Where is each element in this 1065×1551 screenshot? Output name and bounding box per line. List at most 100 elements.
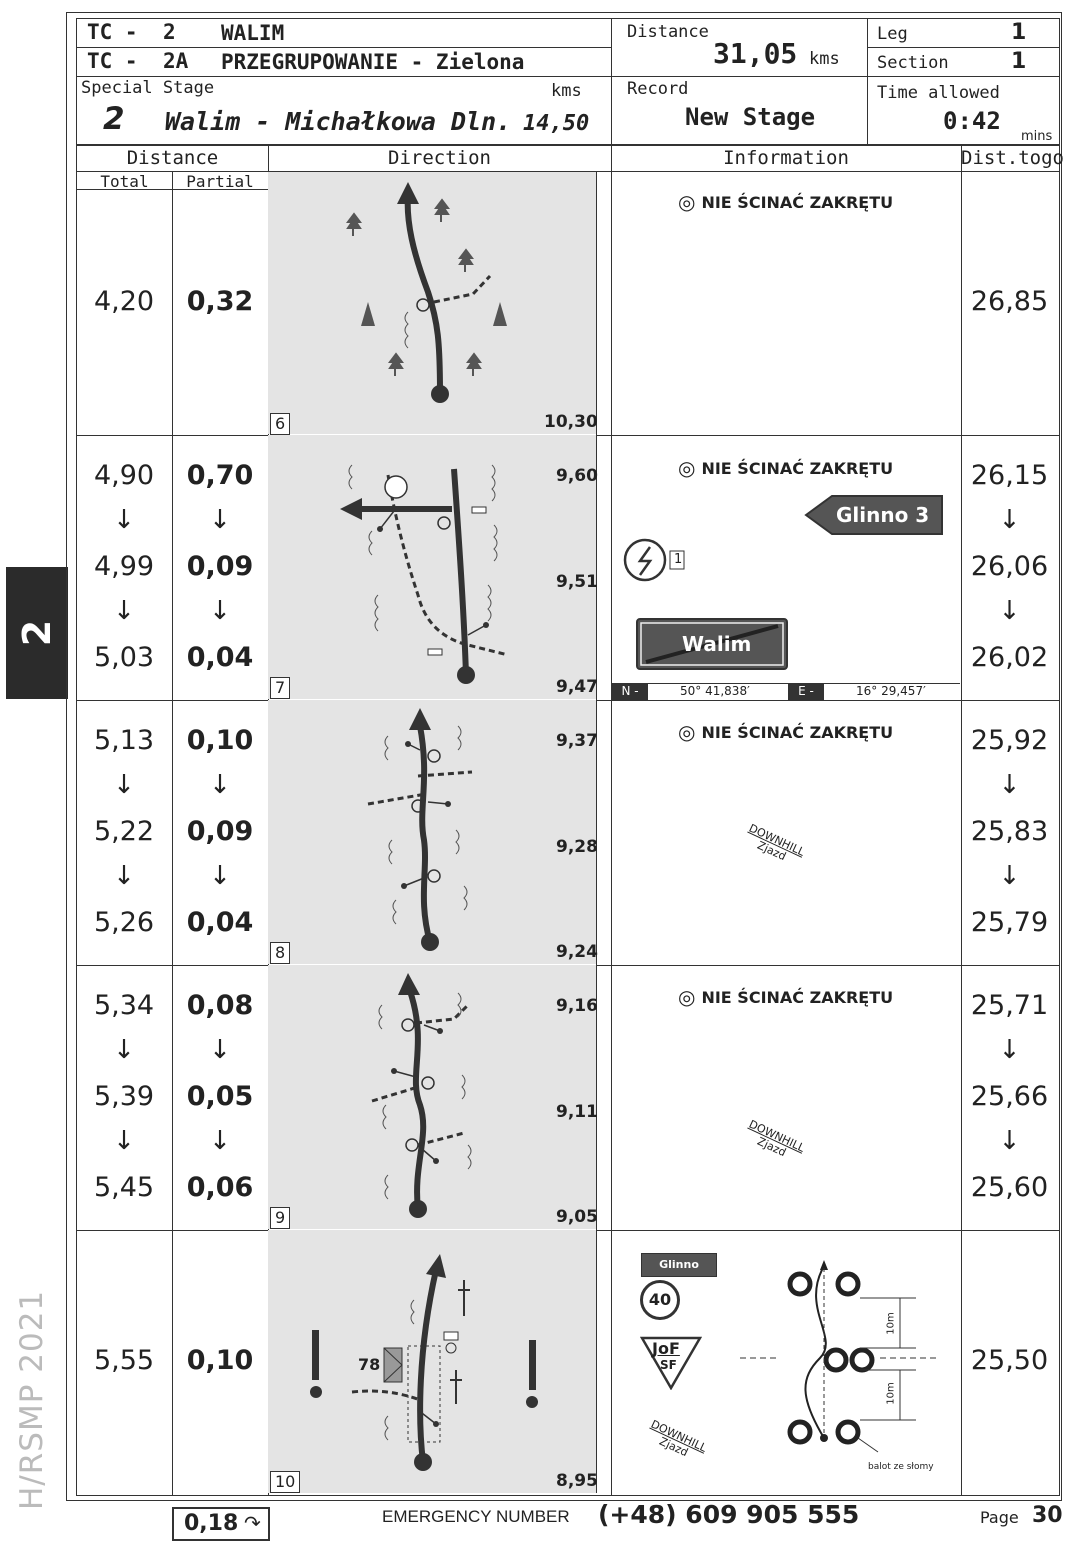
tulip-9	[268, 965, 596, 1229]
icon-1-label: 1	[674, 552, 682, 567]
mins-label: mins	[1021, 129, 1052, 144]
partial-8a: 0,10	[172, 725, 268, 756]
emergency-number: (+48) 609 905 555	[598, 1500, 859, 1529]
togo-9a: 25,71	[961, 990, 1058, 1021]
arrow-down-icon: ↓	[172, 861, 268, 891]
total-7a: 4,90	[76, 460, 172, 491]
arrow-down-icon: ↓	[76, 861, 172, 891]
distance-value: 31,05	[713, 37, 797, 70]
gps-e-value: 16° 29,457′	[856, 684, 926, 698]
header: TC - 2 WALIM TC - 2A PRZEGRUPOWANIE - Zi…	[76, 18, 1060, 146]
arrow-down-icon: ↓	[961, 1035, 1058, 1065]
arrow-down-icon: ↓	[76, 770, 172, 800]
special-stage-label: Special Stage	[81, 78, 214, 98]
col-partial: Partial	[172, 172, 268, 191]
page-number: 30	[1032, 1503, 1063, 1528]
spiral-icon: ◎	[678, 985, 695, 1009]
partial-7a: 0,70	[172, 460, 268, 491]
total-7b: 4,99	[76, 551, 172, 582]
no-cut-warning-9: ◎ NIE ŚCINAĆ ZAKRĘTU	[678, 985, 893, 1009]
ss-length: 14,50	[523, 111, 589, 136]
side-watermark: H/RSMP 2021	[14, 1290, 50, 1510]
col-information: Information	[611, 147, 961, 169]
togo-9c: 25,60	[961, 1172, 1058, 1203]
gps-e-label: E -	[788, 684, 824, 700]
togo-9b: 25,66	[961, 1081, 1058, 1112]
tulip-6	[268, 172, 596, 434]
total-6a: 4,20	[76, 286, 172, 317]
record-label: Record	[627, 79, 688, 99]
tc1-name: WALIM	[221, 21, 284, 45]
arrow-down-icon: ↓	[961, 596, 1058, 626]
total-9c: 5,45	[76, 1172, 172, 1203]
section-tab: 2	[6, 567, 68, 699]
tulip-7	[268, 435, 596, 699]
no-cut-warning-8: ◎ NIE ŚCINAĆ ZAKRĘTU	[678, 720, 893, 744]
total-7c: 5,03	[76, 642, 172, 673]
balot-label: balot ze słomy	[868, 1462, 934, 1472]
togo-7b: 26,06	[961, 551, 1058, 582]
tc2-num: 2A	[163, 49, 188, 73]
arrow-down-icon: ↓	[76, 1126, 172, 1156]
partial-7c: 0,04	[172, 642, 268, 673]
partial-10a: 0,10	[172, 1345, 268, 1376]
tc1-num: 2	[163, 20, 176, 44]
togo-10a: 25,50	[961, 1345, 1058, 1376]
leg-value: 1	[1011, 20, 1026, 45]
tc2-name: PRZEGRUPOWANIE - Zielona	[221, 50, 524, 74]
total-8c: 5,26	[76, 907, 172, 938]
ten-m-label-b: 10m	[886, 1382, 897, 1404]
gps-n-value: 50° 41,838′	[680, 684, 750, 698]
togo-8b: 25,83	[961, 816, 1058, 847]
gps-n-label: N -	[612, 684, 648, 700]
tc2-label: TC -	[87, 49, 138, 73]
no-cut-warning-7: ◎ NIE ŚCINAĆ ZAKRĘTU	[678, 456, 893, 480]
page-label: Page	[980, 1508, 1019, 1527]
kms-label: kms	[551, 81, 582, 101]
arrow-down-icon: ↓	[961, 505, 1058, 535]
total-8b: 5,22	[76, 816, 172, 847]
arrow-down-icon: ↓	[172, 770, 268, 800]
sign-glinno-text: Glinno 3	[836, 503, 929, 527]
sf-label: SF	[660, 1358, 677, 1372]
togo-7c: 26,02	[961, 642, 1058, 673]
section-value: 1	[1011, 49, 1026, 74]
arrow-down-icon: ↓	[961, 1126, 1058, 1156]
spiral-icon: ◎	[678, 456, 695, 480]
time-allowed-label: Time allowed	[877, 83, 1000, 103]
distance-unit: kms	[809, 49, 840, 69]
togo-8c: 25,79	[961, 907, 1058, 938]
jof-label: JoF	[652, 1339, 680, 1358]
section-label: Section	[877, 53, 949, 73]
partial-9c: 0,06	[172, 1172, 268, 1203]
ss-number: 2	[103, 101, 125, 137]
arrow-down-icon: ↓	[76, 1035, 172, 1065]
total-10a: 5,55	[76, 1345, 172, 1376]
togo-8a: 25,92	[961, 725, 1058, 756]
number-78: 78	[358, 1355, 380, 1374]
arrow-down-icon: ↓	[76, 596, 172, 626]
togo-6a: 26,85	[961, 286, 1058, 317]
tc1-label: TC -	[87, 20, 138, 44]
curve-arrow-icon: ↷	[244, 1511, 261, 1535]
small-sign-glinno: Glinno	[641, 1253, 717, 1277]
arrow-down-icon: ↓	[961, 861, 1058, 891]
col-direction: Direction	[268, 147, 611, 169]
col-distance: Distance	[77, 147, 268, 169]
total-8a: 5,13	[76, 725, 172, 756]
spiral-icon: ◎	[678, 720, 695, 744]
emergency-label: EMERGENCY NUMBER	[382, 1507, 570, 1527]
speed-limit-sign: 40	[640, 1280, 680, 1320]
distance-label: Distance	[627, 22, 709, 42]
spiral-icon: ◎	[678, 190, 695, 214]
arrow-down-icon: ↓	[76, 505, 172, 535]
arrow-down-icon: ↓	[172, 596, 268, 626]
partial-6a: 0,32	[172, 286, 268, 317]
arrow-down-icon: ↓	[172, 505, 268, 535]
arrow-down-icon: ↓	[172, 1126, 268, 1156]
chicane-diagram	[740, 1258, 956, 1488]
leg-label: Leg	[877, 24, 908, 44]
col-total: Total	[77, 172, 172, 191]
no-cut-warning-6: ◎ NIE ŚCINAĆ ZAKRĘTU	[678, 190, 893, 214]
ss-name: Walim - Michałkowa Dln.	[165, 107, 511, 136]
